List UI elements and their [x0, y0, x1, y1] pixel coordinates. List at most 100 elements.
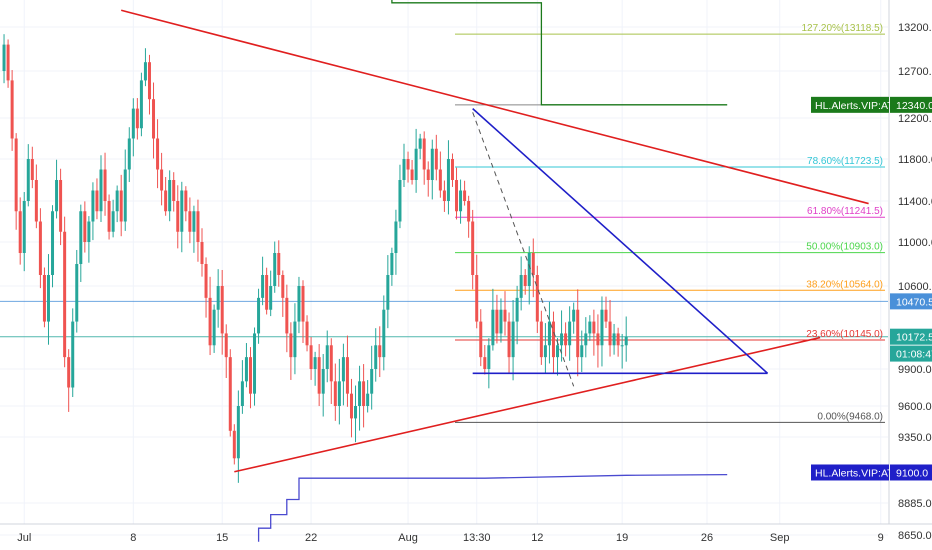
x-tick-label: 8	[130, 532, 136, 544]
candle-body	[600, 309, 604, 346]
x-tick-label: Jul	[17, 532, 31, 544]
candle-body	[253, 333, 257, 394]
candle-body	[200, 242, 204, 264]
candle-body	[75, 264, 79, 322]
candle-body	[34, 180, 38, 222]
trendline-blue-descending	[472, 108, 769, 374]
candle-body	[67, 357, 71, 388]
candle-body	[2, 44, 6, 71]
y-tick-label: 8885.0	[898, 498, 932, 510]
candle-body	[422, 138, 426, 170]
candle-body	[192, 211, 196, 232]
candle-body	[450, 159, 454, 180]
candle-body	[576, 309, 580, 358]
candle-body	[248, 357, 252, 394]
candle-body	[42, 275, 46, 322]
candle-body	[325, 345, 329, 369]
candle-body	[91, 190, 95, 222]
candle-body	[265, 275, 269, 310]
candle-body	[46, 275, 50, 322]
ath-line	[391, 0, 728, 106]
candle-body	[309, 345, 313, 369]
candle-body	[483, 357, 487, 369]
candle-body	[244, 357, 248, 382]
badge-price: 10470.5	[896, 296, 932, 308]
candle-body	[539, 321, 543, 358]
y-tick-label: 11800.0	[898, 154, 932, 166]
candle-body	[446, 159, 450, 201]
fib-label: 0.00%(9468.0)	[817, 411, 883, 422]
candle-body	[99, 169, 103, 212]
candle-body	[313, 357, 317, 369]
candle-body	[438, 169, 442, 191]
candle-body	[285, 297, 289, 334]
candle-body	[38, 221, 42, 275]
candle-body	[168, 180, 172, 212]
candle-body	[147, 62, 151, 100]
badge-price-bg	[890, 345, 932, 362]
candle-body	[281, 275, 285, 298]
candle-body	[499, 309, 503, 334]
candle-body	[463, 190, 467, 201]
badge-price-bg	[890, 96, 932, 113]
candle-body	[624, 336, 628, 346]
candle-body	[188, 211, 192, 232]
candle-body	[115, 190, 119, 212]
candle-body	[143, 62, 147, 81]
candle-body	[204, 264, 208, 298]
candle-body	[55, 180, 59, 212]
y-tick-label: 9900.0	[898, 364, 932, 376]
candle-body	[608, 321, 612, 346]
x-tick-label: Aug	[398, 532, 418, 544]
candle-body	[584, 333, 588, 346]
x-tick-label: Sep	[770, 532, 790, 544]
y-tick-label: 12200.0	[898, 113, 932, 125]
candle-body	[333, 381, 337, 406]
candle-body	[564, 333, 568, 346]
candle-body	[345, 357, 349, 394]
candle-body	[261, 275, 265, 298]
candle-body	[135, 108, 139, 129]
candle-body	[103, 169, 107, 201]
candle-body	[398, 180, 402, 222]
candle-body	[139, 80, 143, 129]
y-tick-label: 11000.0	[898, 237, 932, 249]
y-tick-label: 12700.0	[898, 66, 932, 78]
fib-label: 61.80%(11241.5)	[807, 206, 883, 217]
badge-label-bg	[811, 464, 889, 481]
candle-body	[273, 253, 277, 286]
candle-body	[580, 345, 584, 358]
y-tick-label: 10600.0	[898, 281, 932, 293]
candle-body	[430, 148, 434, 180]
candle-body	[588, 321, 592, 334]
candle-body	[232, 430, 236, 459]
fib-label: 23.60%(10145.0)	[806, 329, 883, 340]
candle-body	[535, 275, 539, 322]
candle-body	[523, 275, 527, 286]
badge-label-bg	[811, 96, 889, 113]
candle-body	[471, 221, 475, 275]
candle-body	[527, 253, 531, 286]
candle-body	[543, 345, 547, 358]
candle-body	[152, 99, 156, 139]
candle-body	[228, 357, 232, 431]
candle-body	[455, 180, 459, 212]
fib-label: 127.20%(13118.5)	[801, 23, 883, 34]
candle-body	[220, 286, 224, 334]
candle-body	[479, 321, 483, 358]
candle-body	[358, 381, 362, 406]
candle-body	[289, 333, 293, 358]
candle-body	[491, 309, 495, 346]
candle-body	[426, 169, 430, 180]
candle-body	[6, 44, 10, 81]
candle-body	[51, 211, 55, 275]
candle-body	[503, 309, 507, 322]
x-tick-label: 15	[216, 532, 228, 544]
candle-body	[354, 406, 358, 419]
candle-body	[531, 253, 535, 275]
candle-body	[26, 159, 30, 201]
candle-body	[180, 190, 184, 232]
